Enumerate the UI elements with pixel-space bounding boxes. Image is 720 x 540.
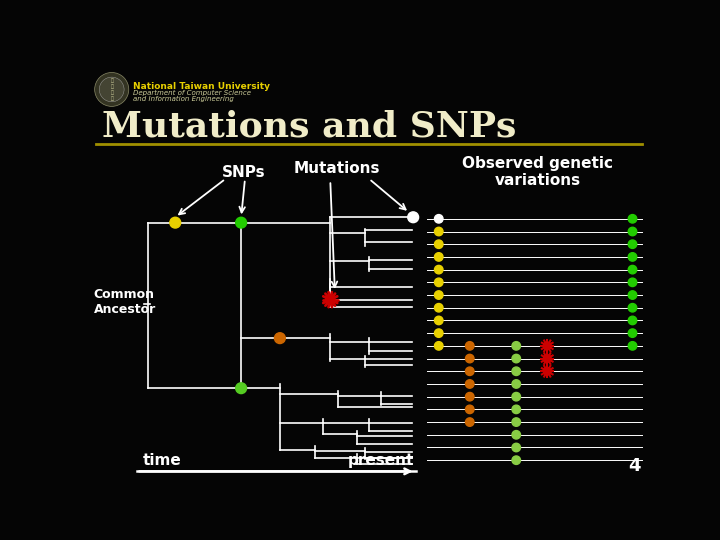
Text: Mutations: Mutations: [293, 161, 379, 176]
Circle shape: [434, 303, 443, 312]
Circle shape: [544, 367, 551, 375]
Circle shape: [512, 418, 521, 426]
Circle shape: [629, 240, 636, 248]
Circle shape: [170, 217, 181, 228]
Circle shape: [99, 77, 124, 102]
Circle shape: [629, 253, 636, 261]
Text: Department of Computer Science: Department of Computer Science: [133, 90, 251, 96]
Circle shape: [512, 367, 521, 375]
Text: and Information Engineering: and Information Engineering: [133, 96, 234, 102]
Circle shape: [274, 333, 285, 343]
Circle shape: [94, 72, 129, 106]
Circle shape: [235, 217, 246, 228]
Circle shape: [434, 342, 443, 350]
Circle shape: [466, 354, 474, 363]
Text: time: time: [143, 453, 181, 468]
Circle shape: [544, 355, 551, 362]
Text: National Taiwan University: National Taiwan University: [133, 82, 271, 91]
Circle shape: [512, 354, 521, 363]
Circle shape: [512, 405, 521, 414]
Circle shape: [629, 265, 636, 274]
Circle shape: [629, 329, 636, 338]
Circle shape: [466, 367, 474, 375]
Circle shape: [434, 291, 443, 299]
Circle shape: [629, 278, 636, 287]
Text: 4: 4: [628, 457, 640, 475]
Text: Observed genetic
variations: Observed genetic variations: [462, 156, 613, 188]
Text: Common
Ancestor: Common Ancestor: [94, 288, 156, 316]
Circle shape: [408, 212, 418, 222]
Circle shape: [434, 227, 443, 236]
Circle shape: [434, 240, 443, 248]
Circle shape: [512, 342, 521, 350]
Circle shape: [512, 430, 521, 439]
Circle shape: [629, 227, 636, 236]
Text: 國
立
台
大: 國 立 台 大: [110, 78, 113, 100]
Circle shape: [629, 303, 636, 312]
Circle shape: [629, 342, 636, 350]
Circle shape: [434, 214, 443, 223]
Circle shape: [466, 380, 474, 388]
Circle shape: [434, 316, 443, 325]
Circle shape: [235, 383, 246, 394]
Circle shape: [512, 393, 521, 401]
Text: Mutations and SNPs: Mutations and SNPs: [102, 110, 516, 144]
Circle shape: [434, 278, 443, 287]
Text: present: present: [348, 453, 414, 468]
Circle shape: [434, 329, 443, 338]
Circle shape: [512, 380, 521, 388]
Circle shape: [325, 295, 335, 304]
Circle shape: [512, 456, 521, 464]
Text: SNPs: SNPs: [222, 165, 265, 180]
Circle shape: [629, 291, 636, 299]
Circle shape: [629, 316, 636, 325]
Circle shape: [512, 443, 521, 452]
Circle shape: [466, 418, 474, 426]
Circle shape: [629, 214, 636, 223]
Circle shape: [466, 393, 474, 401]
Circle shape: [466, 342, 474, 350]
Circle shape: [434, 265, 443, 274]
Circle shape: [466, 405, 474, 414]
Circle shape: [434, 253, 443, 261]
Circle shape: [544, 342, 551, 350]
